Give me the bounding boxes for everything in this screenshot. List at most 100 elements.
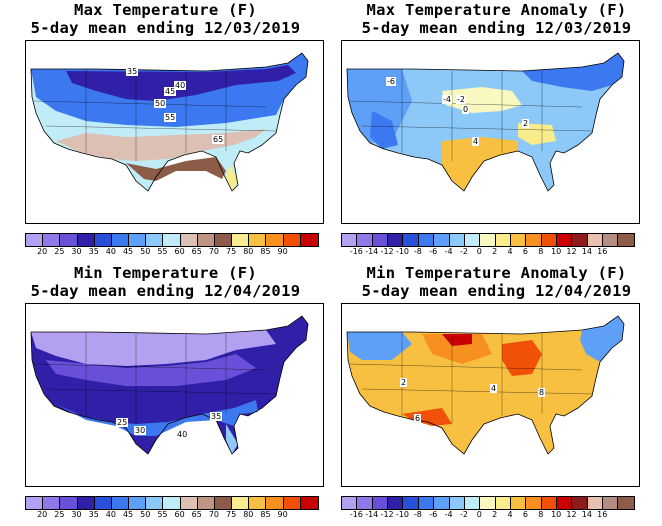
colorbar-swatch: [510, 234, 527, 246]
colorbar-tick-label: 16: [597, 510, 608, 519]
colorbar-swatch: [129, 497, 147, 509]
colorbar-tick-label: 35: [88, 510, 99, 519]
colorbar-tick-label: -4: [444, 247, 453, 256]
colorbar-tick-label: -14: [365, 510, 379, 519]
colorbar-swatch: [232, 497, 250, 509]
colorbar-tick-label: 6: [522, 510, 528, 519]
colorbar-swatch: [449, 234, 465, 246]
colorbar-tick-label: 8: [538, 510, 544, 519]
colorbar-swatch: [357, 234, 373, 246]
colorbar-swatch: [495, 497, 511, 509]
colorbar-swatch: [403, 497, 419, 509]
panel-title: Max Temperature (F): [73, 1, 257, 19]
contour-label: -2: [456, 95, 466, 104]
contour-label: 0: [462, 105, 470, 114]
colorbar-ticks: -16 -14 -12 -10 -8 -6 -4 -2 0 2 4 6 8 10 12 14 16: [341, 510, 641, 522]
panel-max-temp-anomaly: Max Temperature Anomaly (F) 5-day mean e…: [331, 0, 662, 263]
contour-label: 2: [522, 119, 530, 128]
colorbar-tick-label: 12: [566, 510, 577, 519]
colorbar-tick-label: 14: [581, 510, 592, 519]
colorbar-swatch: [60, 234, 78, 246]
colorbar-tick-label: 25: [54, 510, 65, 519]
colorbar-tick-label: 16: [597, 247, 608, 256]
panel-max-temp: Max Temperature (F) 5-day mean ending 12…: [0, 0, 331, 263]
panel-min-temp: Min Temperature (F) 5-day mean ending 12…: [0, 263, 331, 526]
panel-title: Min Temperature Anomaly (F): [366, 264, 627, 282]
colorbar-tick-label: -6: [429, 247, 438, 256]
colorbar-tick-label: -16: [349, 247, 363, 256]
colorbar-tick-label: -4: [444, 510, 453, 519]
colorbar-tick-label: 80: [243, 247, 254, 256]
colorbar-swatch: [480, 234, 496, 246]
colorbar-tick-label: -16: [349, 510, 363, 519]
colorbar-tick-label: 6: [522, 247, 528, 256]
panel-title: Max Temperature Anomaly (F): [366, 1, 627, 19]
colorbar-swatch: [603, 497, 619, 509]
colorbar-swatch: [418, 497, 435, 509]
colorbar-swatch: [111, 497, 130, 509]
colorbar-swatch: [94, 234, 112, 246]
colorbar-swatch: [572, 497, 588, 509]
colorbar-swatch: [342, 497, 358, 509]
colorbar-tick-label: 60: [174, 510, 185, 519]
contour-label: 40: [176, 430, 189, 439]
colorbar-tick-label: 2: [492, 247, 498, 256]
colorbar-swatch: [526, 497, 542, 509]
colorbar-swatch: [266, 234, 284, 246]
colorbar-tick-label: 8: [538, 247, 544, 256]
colorbar-swatch: [587, 234, 604, 246]
colorbar-tick-label: 65: [191, 510, 202, 519]
contour-label: -6: [386, 77, 396, 86]
colorbar-swatch: [163, 497, 181, 509]
colorbar-swatch: [434, 497, 450, 509]
panel-title: Min Temperature (F): [73, 264, 257, 282]
contour-label: 4: [472, 137, 480, 146]
colorbar-swatch: [214, 497, 233, 509]
colorbar-tick-label: 12: [566, 247, 577, 256]
colorbar: [25, 496, 319, 510]
colorbar-tick-label: -10: [395, 510, 410, 519]
panel-subtitle: 5-day mean ending 12/04/2019: [361, 282, 632, 300]
colorbar-swatch: [372, 234, 389, 246]
colorbar-swatch: [372, 497, 389, 509]
colorbar-swatch: [388, 234, 404, 246]
colorbar-swatch: [77, 497, 95, 509]
colorbar-swatch: [464, 234, 481, 246]
contour-label: 30: [134, 426, 147, 435]
colorbar-tick-label: 90: [277, 510, 288, 519]
colorbar-tick-label: 60: [174, 247, 185, 256]
colorbar-tick-label: 30: [71, 247, 82, 256]
colorbar-swatch: [388, 497, 404, 509]
contour-label: 25: [116, 418, 129, 427]
contour-label: 55: [164, 113, 177, 122]
colorbar-ticks: 20 25 30 35 40 45 50 55 60 65 70 75 80 85 90: [25, 510, 325, 522]
colorbar-tick-label: -12: [380, 247, 394, 256]
colorbar-tick-label: 40: [105, 510, 116, 519]
colorbar-swatch: [232, 234, 250, 246]
colorbar-ticks: 20 25 30 35 40 45 50 55 60 65 70 75 80 85 90: [25, 247, 325, 259]
colorbar-tick-label: 2: [492, 510, 498, 519]
contour-label: 35: [210, 412, 223, 421]
colorbar-swatch: [283, 234, 301, 246]
colorbar-swatch: [180, 497, 198, 509]
colorbar-tick-label: -14: [365, 247, 379, 256]
colorbar-tick-label: 85: [260, 247, 271, 256]
colorbar-tick-label: 65: [191, 247, 202, 256]
colorbar-tick-label: -10: [395, 247, 410, 256]
colorbar-swatch: [197, 234, 215, 246]
colorbar-swatch: [77, 234, 95, 246]
colorbar-swatch: [495, 234, 511, 246]
colorbar-swatch: [603, 234, 619, 246]
colorbar-tick-label: -2: [459, 247, 468, 256]
colorbar-tick-label: 20: [37, 510, 48, 519]
contour-label: -4: [442, 95, 452, 104]
contour-label: 65: [212, 135, 225, 144]
colorbar-tick-label: 90: [277, 247, 288, 256]
contour-label: 45: [164, 87, 177, 96]
panel-min-temp-anomaly: Min Temperature Anomaly (F) 5-day mean e…: [331, 263, 662, 526]
colorbar-swatch: [587, 497, 604, 509]
colorbar-swatch: [26, 497, 44, 509]
colorbar-swatch: [197, 497, 215, 509]
colorbar-swatch: [129, 234, 147, 246]
colorbar-tick-label: 4: [507, 510, 513, 519]
